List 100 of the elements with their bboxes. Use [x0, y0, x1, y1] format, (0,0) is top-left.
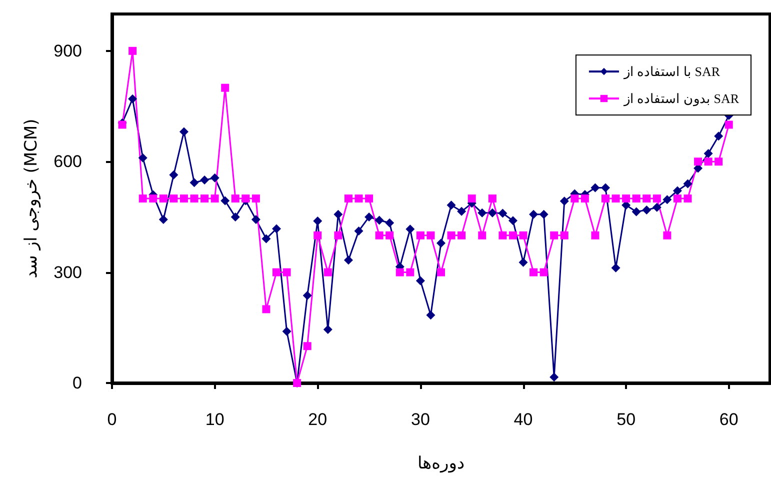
point — [221, 84, 230, 92]
x-tick-label: 40 — [514, 410, 533, 429]
legend-label: بدون استفاده از SAR — [622, 91, 740, 107]
point — [179, 127, 188, 136]
point — [200, 194, 209, 202]
x-axis-title: دوره‌ها — [417, 454, 465, 474]
point — [262, 234, 271, 244]
point — [302, 291, 312, 300]
point — [612, 194, 620, 202]
point — [468, 194, 476, 202]
point — [272, 224, 281, 234]
point — [560, 196, 569, 206]
point — [128, 94, 138, 104]
point — [180, 194, 188, 202]
point — [149, 194, 158, 202]
point — [518, 258, 528, 267]
point — [663, 231, 672, 240]
point — [230, 212, 240, 222]
point — [282, 326, 292, 336]
point — [170, 194, 178, 202]
y-tick-label: 0 — [72, 374, 82, 392]
x-tick-label: 20 — [308, 410, 328, 429]
x-tick-label: 10 — [205, 410, 224, 429]
x-tick-label: 0 — [107, 410, 117, 429]
point — [436, 238, 446, 248]
point — [684, 194, 692, 202]
point — [590, 183, 600, 192]
point — [282, 268, 291, 276]
point — [426, 231, 435, 240]
point — [724, 120, 733, 129]
point — [231, 194, 240, 202]
point — [694, 158, 702, 166]
point — [601, 183, 610, 192]
x-tick-label: 60 — [719, 410, 738, 429]
point — [632, 207, 641, 216]
point — [128, 46, 137, 55]
point — [642, 194, 651, 202]
point — [652, 202, 662, 212]
point — [303, 342, 312, 350]
point — [118, 120, 126, 129]
point — [220, 196, 230, 206]
point — [426, 310, 436, 320]
point — [447, 231, 456, 240]
point — [406, 224, 415, 234]
point — [375, 231, 384, 240]
point — [385, 218, 394, 228]
point — [210, 173, 220, 182]
y-tick-label: 900 — [54, 41, 82, 60]
point — [190, 178, 199, 188]
point — [334, 231, 342, 240]
point — [457, 206, 466, 216]
point — [508, 216, 518, 226]
point — [539, 210, 548, 219]
point — [344, 256, 353, 265]
point — [416, 231, 424, 240]
point — [458, 231, 466, 240]
point — [540, 268, 548, 276]
x-tick-label: 30 — [410, 410, 430, 429]
point — [158, 215, 168, 224]
point — [169, 170, 178, 180]
legend-label: با استفاده از SAR — [622, 64, 720, 80]
point — [138, 194, 147, 202]
point — [662, 195, 672, 204]
point — [580, 194, 589, 202]
y-axis-title: خروجی از سد (MCM) — [22, 118, 42, 278]
point — [251, 215, 260, 224]
point — [446, 200, 456, 210]
y-tick-label: 300 — [54, 262, 82, 282]
point — [560, 231, 568, 240]
point — [673, 194, 682, 202]
point — [519, 231, 528, 240]
point — [529, 210, 538, 219]
point — [406, 268, 414, 276]
point — [714, 132, 724, 141]
point — [396, 268, 404, 276]
point — [252, 194, 260, 202]
point — [242, 194, 250, 202]
point — [354, 226, 364, 236]
y-tick-label: 600 — [54, 152, 82, 172]
point — [714, 158, 723, 166]
point — [190, 194, 198, 202]
point — [530, 268, 538, 276]
point — [324, 268, 332, 276]
x-tick-label: 50 — [616, 410, 636, 429]
point — [364, 212, 374, 222]
point — [704, 158, 712, 166]
point — [550, 372, 559, 382]
point — [683, 179, 692, 188]
point — [386, 231, 394, 240]
point — [602, 194, 610, 202]
point — [354, 194, 363, 202]
point — [437, 268, 445, 276]
point — [652, 194, 661, 202]
point — [591, 231, 600, 240]
point — [704, 148, 713, 158]
point — [478, 231, 486, 240]
point — [570, 194, 579, 202]
point — [200, 176, 210, 185]
point — [374, 216, 384, 225]
point — [488, 208, 497, 218]
